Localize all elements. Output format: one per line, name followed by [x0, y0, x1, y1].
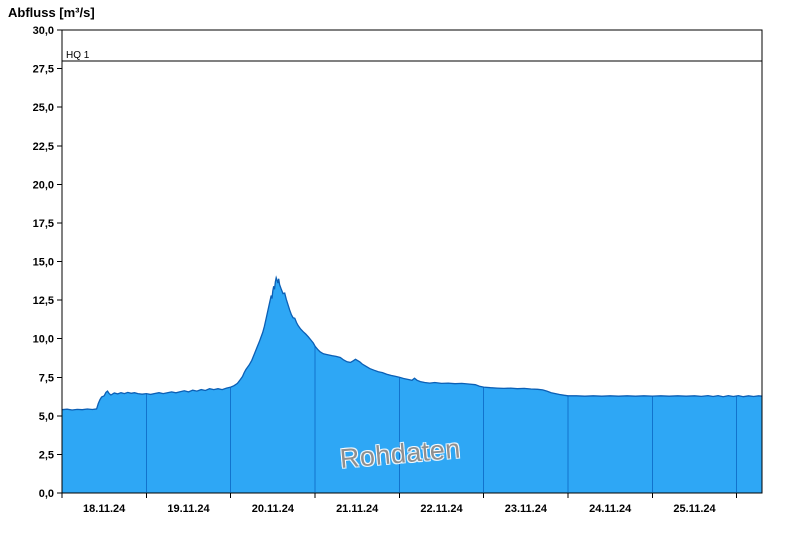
x-axis-tick-label: 22.11.24: [420, 503, 463, 515]
x-axis-tick-label: 19.11.24: [167, 503, 210, 515]
y-axis-tick-label: 5,0: [39, 411, 54, 423]
x-axis-tick-label: 21.11.24: [336, 503, 379, 515]
y-axis-tick-label: 10,0: [33, 334, 54, 346]
y-axis-tick-label: 30,0: [33, 25, 54, 37]
x-axis-tick-label: 23.11.24: [505, 503, 548, 515]
y-axis-tick-label: 2,5: [39, 449, 54, 461]
y-axis-tick-label: 7,5: [39, 372, 54, 384]
y-axis-tick-label: 15,0: [33, 257, 54, 269]
reference-line-label: HQ 1: [66, 50, 90, 61]
y-axis-tick-label: 0,0: [39, 488, 54, 500]
x-axis-tick-label: 24.11.24: [589, 503, 632, 515]
y-axis-tick-label: 25,0: [33, 102, 54, 114]
y-axis-tick-label: 27,5: [33, 64, 54, 76]
x-axis-tick-label: 18.11.24: [83, 503, 126, 515]
x-axis-tick-label: 25.11.24: [673, 503, 716, 515]
discharge-outline: [61, 275, 763, 411]
discharge-area: [62, 277, 762, 493]
x-axis-tick-label: 20.11.24: [252, 503, 295, 515]
y-axis-tick-label: 22,5: [33, 141, 54, 153]
y-axis-tick-label: 12,5: [33, 295, 54, 307]
y-axis-tick-label: 20,0: [33, 179, 54, 191]
y-axis-tick-label: 17,5: [33, 218, 54, 230]
chart-title: Abfluss [m³/s]: [8, 5, 95, 20]
